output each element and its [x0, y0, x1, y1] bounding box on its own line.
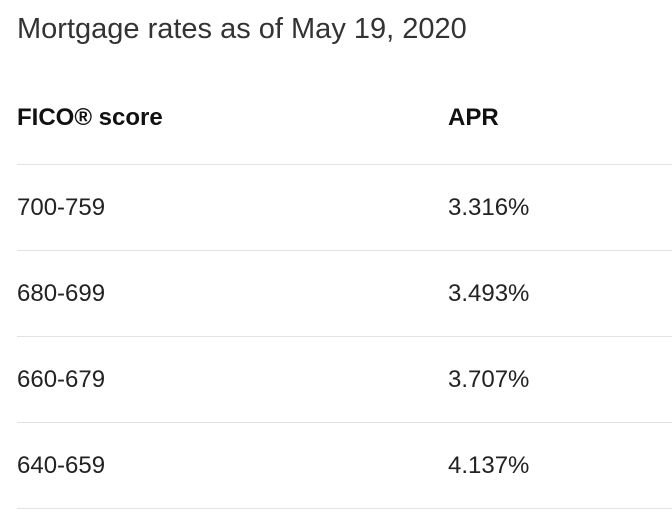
apr-cell: 3.707% [448, 365, 530, 393]
fico-score-cell: 680-699 [17, 279, 106, 307]
table-header-row: FICO® score APR [17, 80, 672, 165]
page-title: Mortgage rates as of May 19, 2020 [17, 13, 467, 45]
table-row: 700-759 3.316% [17, 165, 672, 251]
apr-cell: 4.137% [448, 451, 530, 479]
table-row: 680-699 3.493% [17, 251, 672, 337]
rates-table: FICO® score APR 700-759 3.316% 680-699 3… [17, 80, 672, 509]
apr-cell: 3.493% [448, 279, 530, 307]
table-row: 660-679 3.707% [17, 337, 672, 423]
fico-score-cell: 700-759 [17, 193, 106, 221]
column-header-apr: APR [448, 104, 499, 131]
table-row: 640-659 4.137% [17, 423, 672, 509]
fico-score-cell: 660-679 [17, 365, 106, 393]
apr-cell: 3.316% [448, 193, 530, 221]
fico-score-cell: 640-659 [17, 451, 106, 479]
column-header-fico-score: FICO® score [17, 104, 163, 131]
